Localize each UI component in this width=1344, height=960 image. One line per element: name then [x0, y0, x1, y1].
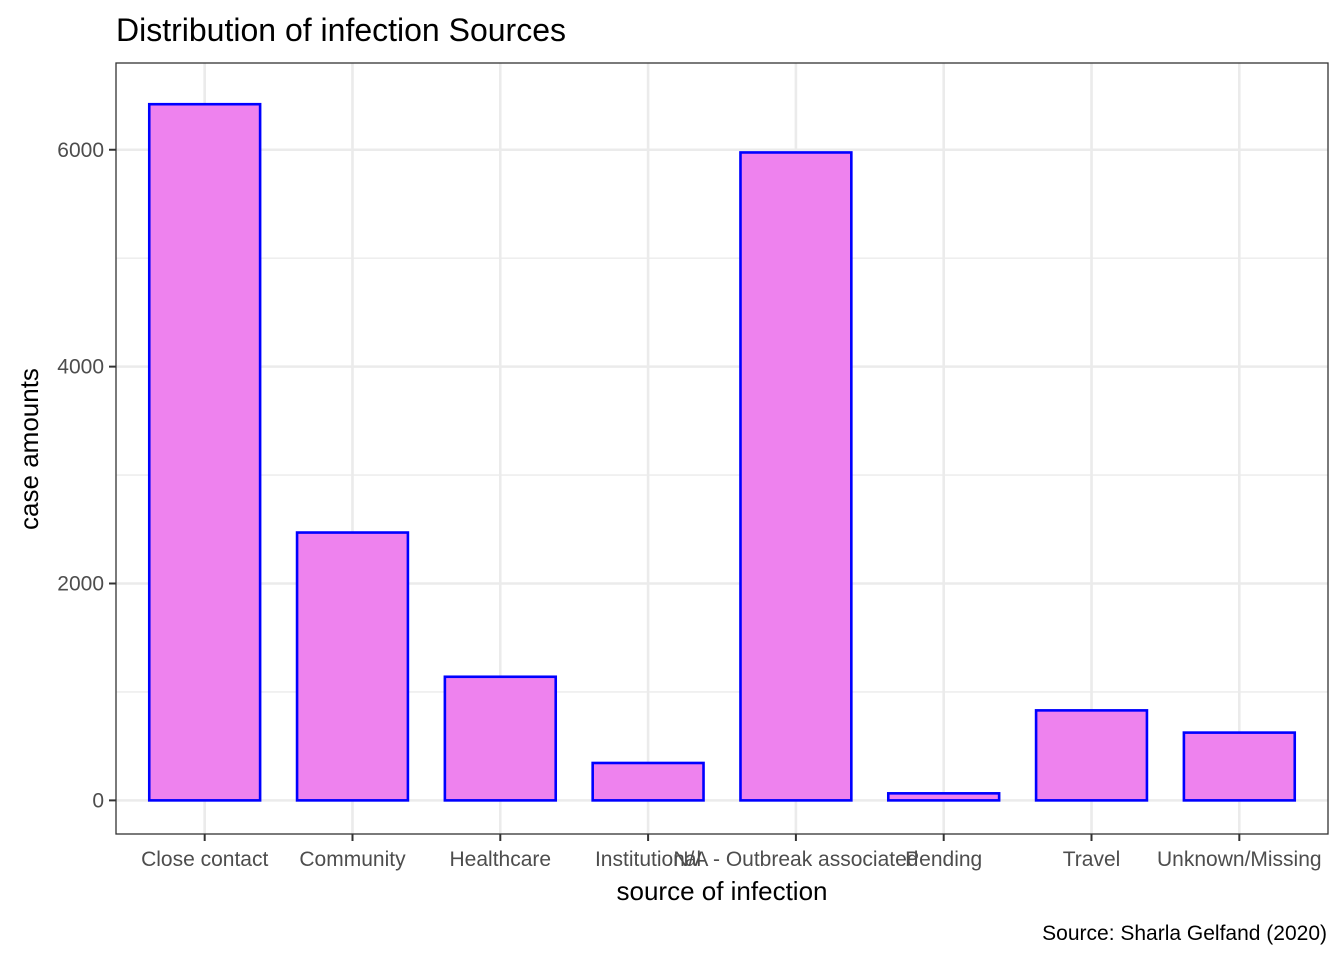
bars: [147, 102, 1297, 802]
y-tick-label: 4000: [57, 356, 104, 379]
x-tick-label: Pending: [905, 848, 982, 871]
y-tick-label: 6000: [57, 139, 104, 162]
plot-border: [115, 62, 1329, 835]
x-tick-label: Unknown/Missing: [1157, 848, 1322, 871]
x-tick-label: Healthcare: [450, 848, 552, 871]
x-tick-label: Institutional: [595, 848, 701, 871]
bar: [443, 675, 558, 802]
bar: [147, 102, 262, 802]
bar: [1182, 731, 1297, 802]
bar: [739, 151, 853, 802]
bar: [886, 792, 1001, 802]
y-axis-title: case amounts: [14, 368, 44, 530]
source-caption: Source: Sharla Gelfand (2020): [1042, 922, 1327, 945]
bar: [591, 761, 705, 802]
x-tick-label: N/A - Outbreak associated: [673, 848, 918, 871]
bar: [295, 531, 410, 802]
bar: [1034, 709, 1149, 802]
y-tick-label: 2000: [57, 573, 104, 596]
x-tick-label: Travel: [1063, 848, 1121, 871]
chart-title: Distribution of infection Sources: [116, 12, 566, 48]
x-tick-label: Close contact: [141, 848, 268, 871]
x-axis-ticks: Close contact Community Healthcare Institut…: [141, 834, 1322, 871]
x-tick-label: Community: [299, 848, 406, 871]
x-axis-title: source of infection: [616, 876, 827, 906]
y-tick-label: 0: [92, 789, 104, 812]
y-axis-ticks: 0 2000 4000 6000: [57, 139, 116, 812]
